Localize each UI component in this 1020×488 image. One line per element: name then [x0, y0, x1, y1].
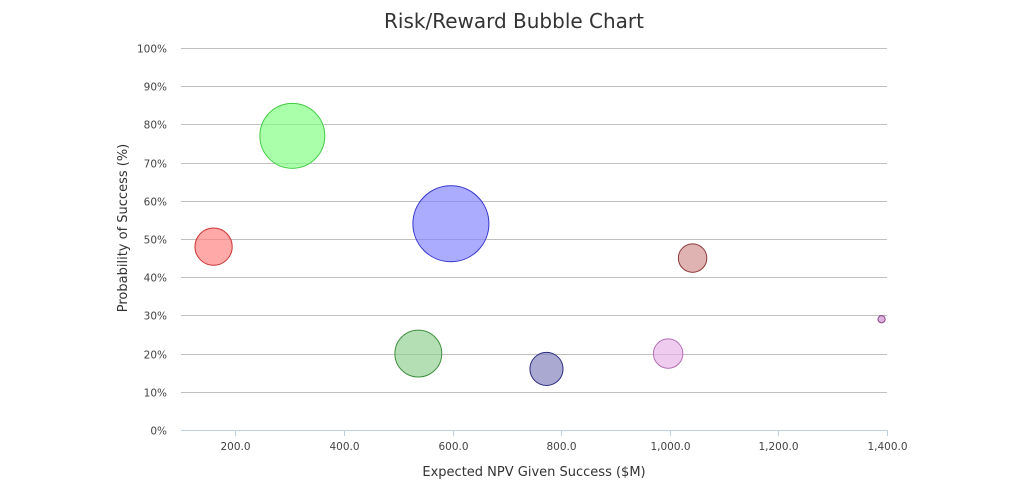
x-axis-title: Expected NPV Given Success ($M): [422, 465, 645, 480]
x-tick-label: 400.0: [329, 441, 359, 453]
bubble-point[interactable]: [259, 102, 326, 169]
y-tick-label: 70%: [144, 159, 167, 171]
y-tick-label: 60%: [144, 197, 167, 209]
y-tick-label: 90%: [144, 82, 167, 94]
y-tick-label: 0%: [150, 426, 167, 438]
x-axis-tick-labels: 200.0 400.0 600.0 800.0 1,000.0 1,200.0 1,400.…: [220, 441, 907, 453]
x-tick-label: 200.0: [220, 441, 250, 453]
gridlines: [181, 48, 887, 393]
x-tick-label: 600.0: [438, 441, 468, 453]
bubble-point[interactable]: [877, 315, 886, 324]
y-tick-label: 80%: [144, 120, 167, 132]
x-tick-label: 1,200.0: [758, 441, 798, 453]
y-tick-label: 50%: [144, 235, 167, 247]
bubble-point[interactable]: [677, 243, 708, 273]
y-tick-label: 40%: [144, 273, 167, 285]
bubble-point[interactable]: [529, 351, 564, 386]
y-axis-tick-labels: 0% 10% 20% 30% 40% 50% 60% 70% 80% 90% 100%: [137, 44, 167, 438]
y-axis-title: Probability of Success (%): [116, 144, 131, 312]
x-tick-label: 800.0: [546, 441, 576, 453]
bubble-point[interactable]: [412, 185, 490, 263]
x-tick-label: 1,000.0: [650, 441, 690, 453]
y-tick-label: 100%: [137, 44, 167, 56]
bubble-point[interactable]: [652, 338, 684, 369]
y-tick-label: 20%: [144, 350, 167, 362]
bubbles: [194, 102, 886, 386]
bubble-point[interactable]: [394, 329, 443, 378]
chart-title: Risk/Reward Bubble Chart: [384, 9, 644, 33]
x-axis: [181, 430, 888, 436]
y-tick-label: 10%: [144, 388, 167, 400]
x-tick-label: 1,400.0: [867, 441, 907, 453]
y-tick-label: 30%: [144, 311, 167, 323]
bubble-point[interactable]: [194, 227, 233, 266]
